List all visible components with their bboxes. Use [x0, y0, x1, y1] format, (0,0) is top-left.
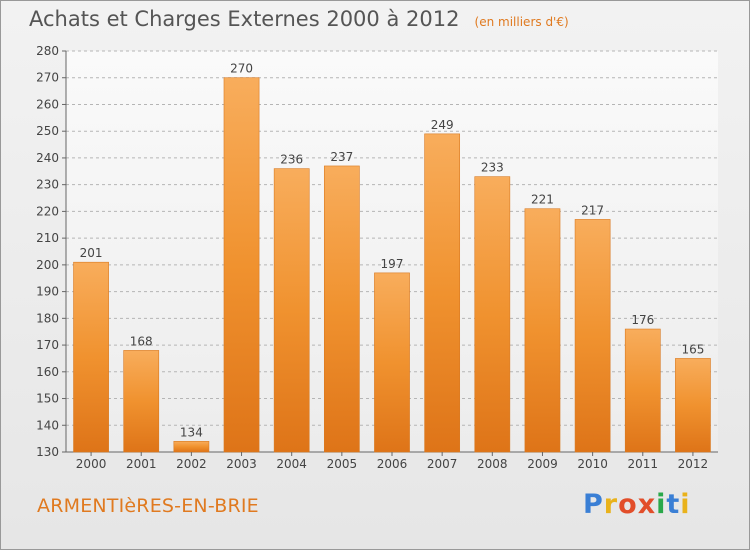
x-tick-label: 2004: [276, 457, 307, 471]
y-tick-label: 240: [36, 151, 59, 165]
bar: [73, 261, 109, 453]
x-tick-label: 2008: [477, 457, 508, 471]
bar-value-label: 134: [180, 425, 203, 439]
y-tick-label: 260: [36, 97, 59, 111]
bar-value-label: 168: [130, 334, 153, 348]
bar: [323, 165, 360, 453]
y-tick-label: 250: [36, 124, 59, 138]
y-tick-label: 170: [36, 338, 59, 352]
bar-value-label: 217: [581, 203, 604, 217]
bar-value-label: 236: [280, 153, 303, 167]
x-tick-label: 2003: [226, 457, 257, 471]
y-tick-label: 130: [36, 445, 59, 459]
x-tick-label: 2000: [76, 457, 107, 471]
y-tick-label: 180: [36, 311, 59, 325]
bar-value-label: 201: [80, 246, 103, 260]
bar-value-label: 249: [431, 118, 454, 132]
bar: [675, 358, 711, 453]
x-tick-label: 2010: [577, 457, 608, 471]
y-tick-label: 150: [36, 392, 59, 406]
y-tick-label: 140: [36, 418, 59, 432]
y-tick-label: 190: [36, 285, 59, 299]
x-tick-label: 2006: [377, 457, 408, 471]
bar: [273, 168, 310, 453]
bar: [574, 219, 611, 453]
bar: [524, 208, 561, 453]
bar-value-label: 165: [681, 342, 704, 356]
y-tick-label: 230: [36, 178, 59, 192]
bar: [424, 133, 461, 453]
bar: [123, 350, 160, 453]
bar-value-label: 270: [230, 62, 253, 76]
x-tick-label: 2001: [126, 457, 157, 471]
bar-value-label: 221: [531, 193, 554, 207]
bar: [223, 77, 260, 453]
bar-value-label: 197: [381, 257, 404, 271]
title-row: Achats et Charges Externes 2000 à 2012 (…: [29, 7, 569, 31]
bar-value-label: 233: [481, 161, 504, 175]
chart-unit-label: (en milliers d'€): [474, 15, 569, 29]
y-tick-label: 160: [36, 365, 59, 379]
chart-title: Achats et Charges Externes 2000 à 2012: [29, 7, 460, 31]
bar: [624, 328, 661, 453]
x-tick-label: 2011: [627, 457, 658, 471]
bar: [474, 176, 511, 453]
x-tick-label: 2009: [527, 457, 558, 471]
commune-name: ARMENTIèRES-EN-BRIE: [37, 495, 259, 517]
x-tick-label: 2002: [176, 457, 207, 471]
y-tick-label: 220: [36, 204, 59, 218]
bar-value-label: 176: [631, 313, 654, 327]
y-tick-label: 210: [36, 231, 59, 245]
y-tick-label: 280: [36, 44, 59, 58]
y-tick-label: 270: [36, 71, 59, 85]
bar-value-label: 237: [330, 150, 353, 164]
y-tick-label: 200: [36, 258, 59, 272]
x-tick-label: 2007: [427, 457, 458, 471]
bar: [374, 272, 410, 453]
x-tick-label: 2005: [327, 457, 358, 471]
bar: [173, 441, 210, 453]
proxiti-logo: Proxiti: [583, 489, 691, 520]
x-tick-label: 2012: [678, 457, 709, 471]
